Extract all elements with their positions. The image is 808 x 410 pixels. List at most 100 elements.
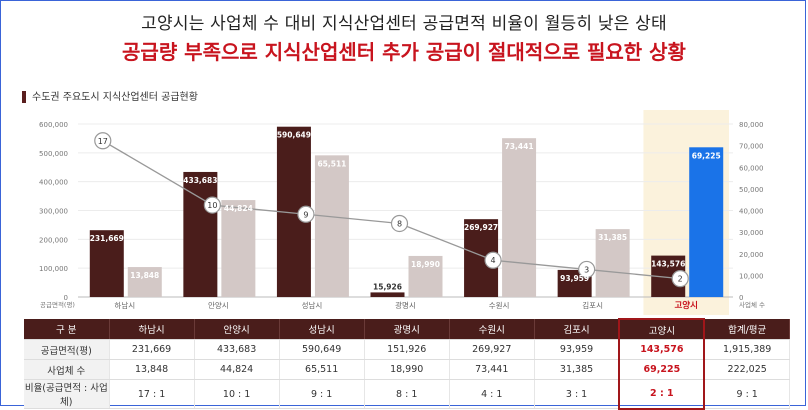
table-header-cell: 김포시 bbox=[534, 319, 620, 340]
ratio-value-label: 8 bbox=[397, 219, 402, 228]
category-label: 하남시 bbox=[114, 300, 135, 310]
company-value-label: 18,990 bbox=[411, 260, 440, 269]
category-label: 고양시 bbox=[674, 300, 697, 311]
table-row-header: 사업체 수 bbox=[24, 359, 110, 380]
table-header-row: 구 분 하남시 안양시 성남시 광명시 수원시 김포시 고양시 합계/평균 bbox=[24, 318, 791, 340]
table-cell: 151,926 bbox=[364, 339, 450, 360]
ratio-value-label: 17 bbox=[98, 137, 108, 146]
ratio-value-label: 2 bbox=[678, 275, 683, 284]
category-label: 성남시 bbox=[302, 301, 323, 310]
ratio-value-label: 9 bbox=[303, 210, 308, 219]
table-header-cell: 성남시 bbox=[279, 319, 365, 340]
y-left-tick: 100,000 bbox=[39, 265, 68, 273]
company-value-label: 44,824 bbox=[224, 204, 253, 213]
ratio-marker bbox=[203, 196, 221, 214]
table-cell: 69,225 bbox=[618, 359, 706, 380]
supply-bar bbox=[89, 230, 124, 297]
ratio-marker bbox=[484, 251, 502, 269]
table-cell: 590,649 bbox=[279, 339, 365, 360]
company-value-label: 13,848 bbox=[130, 271, 159, 280]
supply-bar bbox=[183, 171, 218, 297]
ratio-value-label: 10 bbox=[207, 201, 217, 210]
table-cell: 143,576 bbox=[618, 339, 706, 360]
company-value-label: 31,385 bbox=[598, 233, 627, 242]
y-right-tick: 30,000 bbox=[739, 229, 764, 237]
supply-value-label: 15,926 bbox=[373, 282, 402, 291]
table-header-cell: 안양시 bbox=[194, 319, 280, 340]
company-bar bbox=[127, 267, 162, 297]
supply-value-label: 143,576 bbox=[651, 260, 685, 269]
table-header-cell: 수원시 bbox=[449, 319, 535, 340]
table-row-header: 공급면적(평) bbox=[24, 339, 110, 360]
chart-title: 수도권 주요도시 지식산업센터 공급현황 bbox=[22, 88, 198, 103]
table-cell: 10 : 1 bbox=[194, 379, 280, 409]
table-cell: 73,441 bbox=[449, 359, 535, 380]
y-left-tick: 0 bbox=[64, 294, 68, 302]
ratio-value-label: 3 bbox=[584, 265, 589, 274]
supply-value-label: 231,669 bbox=[90, 234, 124, 243]
table-header-cell: 하남시 bbox=[109, 319, 195, 340]
y-left-tick: 400,000 bbox=[39, 179, 68, 187]
y-right-tick: 0 bbox=[739, 294, 743, 302]
headline: 고양시는 사업체 수 대비 지식산업센터 공급면적 비율이 월등히 낮은 상태 bbox=[141, 14, 667, 34]
supply-value-label: 93,959 bbox=[560, 274, 589, 283]
subheadline: 공급량 부족으로 지식산업센터 추가 공급이 절대적으로 필요한 상황 bbox=[122, 40, 686, 64]
y-right-tick: 10,000 bbox=[739, 272, 764, 280]
table-cell: 231,669 bbox=[109, 339, 195, 360]
supply-bar bbox=[370, 292, 405, 297]
ratio-marker bbox=[671, 270, 689, 288]
company-bar bbox=[221, 200, 256, 297]
company-bar bbox=[595, 229, 630, 297]
table-cell: 2 : 1 bbox=[618, 379, 706, 410]
y-left-tick: 300,000 bbox=[39, 208, 68, 216]
table-cell: 31,385 bbox=[534, 359, 620, 380]
y-right-tick: 50,000 bbox=[739, 186, 764, 194]
table-cell: 222,025 bbox=[704, 359, 791, 380]
table-header-cell: 구 분 bbox=[24, 319, 110, 340]
company-bar bbox=[502, 138, 537, 297]
y-left-tick: 600,000 bbox=[39, 121, 68, 129]
ratio-marker bbox=[390, 214, 409, 233]
table-cell: 8 : 1 bbox=[364, 379, 450, 409]
table-cell: 9 : 1 bbox=[279, 379, 365, 409]
y-left-label: 공급면적(평) bbox=[40, 300, 75, 309]
y-right-tick: 70,000 bbox=[739, 143, 764, 151]
company-value-label: 69,225 bbox=[692, 151, 721, 160]
supply-table: 구 분 하남시 안양시 성남시 광명시 수원시 김포시 고양시 합계/평균 공급면적(평) 231… bbox=[24, 318, 791, 410]
table-header-cell: 광명시 bbox=[364, 319, 450, 340]
table-header-cell: 고양시 bbox=[618, 318, 706, 340]
supply-value-label: 590,649 bbox=[277, 131, 311, 140]
table-cell: 13,848 bbox=[109, 359, 195, 380]
supply-chart: 0 100,000 200,000 300,000 400,000 500,000 600,… bbox=[39, 110, 765, 315]
table-cell: 9 : 1 bbox=[704, 379, 791, 409]
table-cell: 65,511 bbox=[279, 359, 365, 380]
company-bar bbox=[408, 255, 443, 297]
table-cell: 44,824 bbox=[194, 359, 280, 380]
table-cell: 4 : 1 bbox=[449, 379, 535, 409]
category-label: 광명시 bbox=[395, 300, 416, 310]
ratio-marker bbox=[297, 205, 315, 223]
company-value-label: 73,441 bbox=[505, 142, 534, 151]
chart-title-text: 수도권 주요도시 지식산업센터 공급현황 bbox=[32, 92, 198, 103]
table-cell: 433,683 bbox=[194, 339, 280, 360]
category-label: 안양시 bbox=[208, 300, 229, 310]
y-right-label: 사업체 수 bbox=[739, 300, 765, 309]
table-cell: 18,990 bbox=[364, 359, 450, 380]
y-right-tick: 80,000 bbox=[739, 121, 764, 129]
table-cell: 17 : 1 bbox=[109, 379, 195, 409]
company-value-label: 65,511 bbox=[317, 159, 346, 168]
table-cell: 1,915,389 bbox=[704, 339, 791, 360]
table-cell: 269,927 bbox=[449, 339, 535, 360]
table-row: 사업체 수 13,848 44,824 65,511 18,990 73,441 31,38… bbox=[24, 359, 791, 380]
y-right-tick: 60,000 bbox=[739, 164, 764, 172]
category-label: 김포시 bbox=[582, 300, 603, 310]
table-row: 공급면적(평) 231,669 433,683 590,649 151,926 269,9… bbox=[24, 339, 791, 360]
ratio-marker bbox=[578, 260, 596, 279]
y-left-tick: 500,000 bbox=[39, 150, 68, 158]
table-cell: 3 : 1 bbox=[534, 379, 620, 409]
y-right-tick: 40,000 bbox=[739, 208, 764, 216]
table-header-cell: 합계/평균 bbox=[704, 319, 791, 340]
company-bar bbox=[314, 155, 349, 297]
ratio-value-label: 4 bbox=[491, 256, 496, 265]
